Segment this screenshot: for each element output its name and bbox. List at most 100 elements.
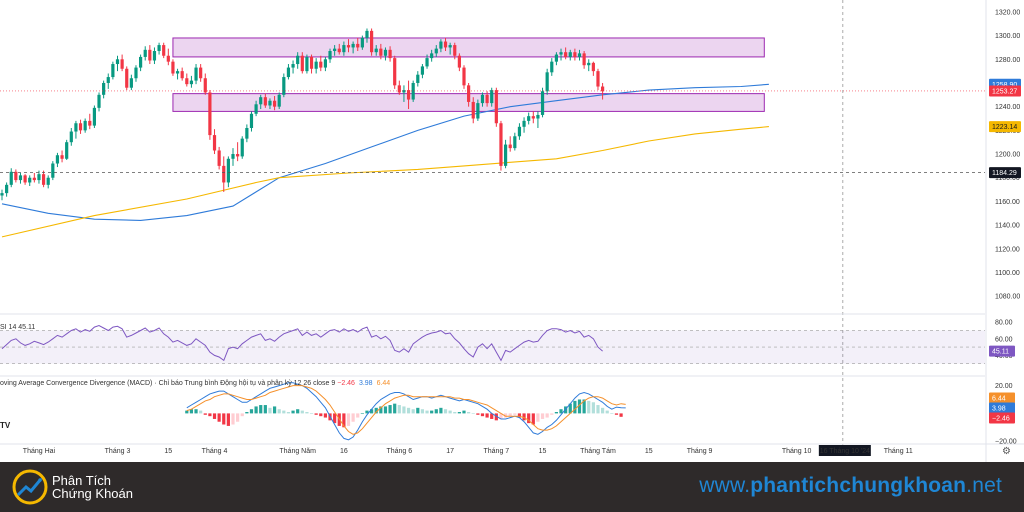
candle [185,73,189,87]
macd-histogram-bar [272,406,277,414]
candle-body [406,90,411,100]
macd-histogram-bar [263,405,267,414]
candle-body [540,91,545,115]
brand-line-2: Chứng Khoán [52,486,133,501]
time-tick-label: Tháng 10 [782,448,812,455]
ma-line-orange [1,126,769,238]
macd-value-tag: 3.98 [989,402,1015,414]
candle-body [208,92,212,136]
macd-histogram-bar [254,406,258,414]
candle [143,46,147,61]
macd-histogram-bar [513,413,517,415]
candle [430,49,434,62]
candle [416,71,420,87]
candle [60,150,64,163]
candle-body [601,86,605,92]
candle-body [282,77,286,95]
candle-body [425,58,429,67]
stock-chart[interactable]: 1320.001300.001280.001260.001240.001220.… [0,0,1024,462]
candle [203,73,207,95]
candle [346,39,351,53]
price-tag-text: 1184.29 [992,170,1017,177]
macd-pane[interactable]: oving Average Convergence Divergence (MA… [0,375,1017,446]
candle-body [397,85,401,93]
candle [199,64,203,82]
candle-body [134,67,138,79]
candle [277,92,281,110]
time-tick-label: Tháng Năm [279,448,316,455]
candle-body [175,71,180,74]
macd-histogram-bar [439,407,443,414]
macd-histogram-bar [365,410,369,414]
macd-histogram-bar [587,400,591,414]
macd-histogram-bar [259,405,263,414]
price-axis: 1320.001300.001280.001260.001240.001220.… [989,9,1021,301]
macd-histogram-bar [319,413,323,417]
candle-body [457,55,461,68]
brand[interactable]: Phân Tích Chứng Khoán [12,468,133,506]
website-url[interactable]: www.phantichchungkhoan.net [699,474,1002,498]
candle [513,132,517,151]
macd-histogram-bar [406,407,411,414]
candle [443,37,448,52]
candle-body [51,163,55,178]
candle-body [383,49,388,56]
macd-histogram-bar [314,413,318,415]
candle-body [272,100,277,107]
candle [370,28,374,56]
candle [420,64,425,79]
candle [328,48,332,63]
candle [46,175,50,189]
macd-histogram-bar [545,413,549,418]
settings-gear-icon[interactable]: ⚙ [1002,446,1011,457]
macd-histogram-bar [540,413,545,419]
candle [51,161,55,181]
candle [508,136,512,152]
candlesticks[interactable] [0,28,605,201]
time-cursor-box [818,445,871,456]
candle-body [333,48,337,52]
time-tick-label: 17 [446,448,454,455]
candle-body [88,120,92,126]
candle [471,97,475,124]
candle-body [102,82,106,95]
candle-body [189,80,194,85]
candle [587,59,591,72]
candle-body [194,67,198,81]
brand-line-1: Phân Tích [52,473,112,488]
resistance-support-zone [172,37,765,58]
candle-body [41,174,46,185]
macd-histogram-bar [614,413,619,415]
candle-body [323,59,327,68]
macd-histogram-bar [402,406,406,414]
candle [356,37,360,52]
candle-body [92,107,96,126]
price-tick-label: 1080.00 [995,294,1020,301]
time-tick-label: 15 [539,448,547,455]
macd-histogram-bar [610,413,614,414]
macd-histogram-bar [189,409,194,414]
macd-histogram-bar [231,413,235,425]
candle [319,55,323,72]
macd-histogram-bar [619,413,623,417]
macd-histogram-bar [217,413,221,422]
candle-body [439,41,443,49]
candle [180,67,184,81]
candle [540,87,545,118]
candle-body [513,136,517,149]
candle [88,113,92,130]
macd-histogram-bar [360,413,364,414]
candle-body [217,150,221,166]
candle-body [157,45,161,52]
candle-body [9,171,13,185]
candle [309,54,314,74]
macd-histogram-bar [296,409,300,414]
candle-body [360,37,364,48]
candle [115,55,120,72]
macd-histogram-bar [471,413,475,414]
candle [259,94,263,110]
candle-body [23,175,27,183]
candle [591,61,595,76]
macd-histogram-bar [199,410,203,414]
